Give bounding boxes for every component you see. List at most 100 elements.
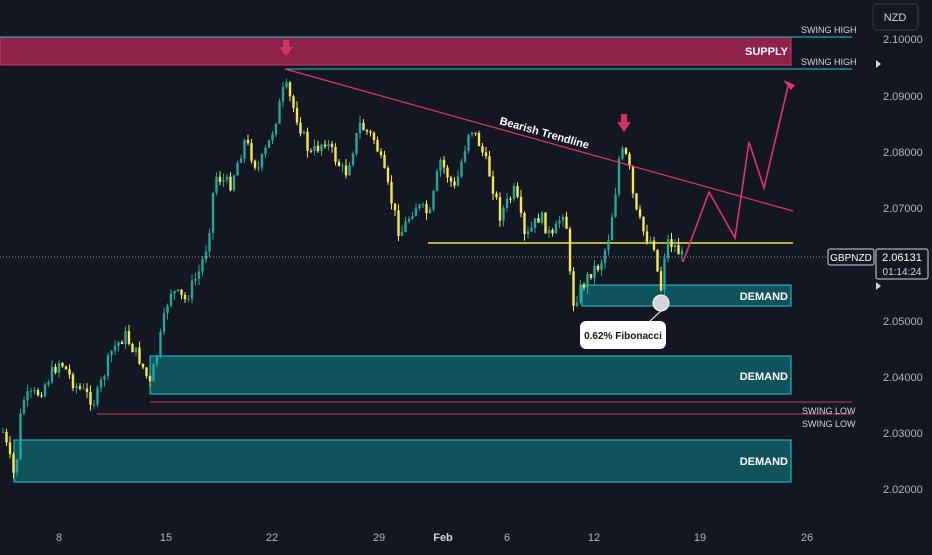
candle-body [313,145,316,151]
candle-body [190,280,194,299]
candle-body [327,143,330,147]
candle-body [432,190,435,210]
candle-body [134,347,138,353]
fibonacci-callout [580,321,666,349]
price-tick: 2.03000 [883,428,923,440]
price-tick: 2.07000 [883,203,923,215]
candle-body [204,251,208,260]
candle-body [344,165,348,176]
candle-body [607,240,610,251]
candle-body [197,271,201,279]
candle-body [362,122,365,131]
candle-body [614,194,617,217]
candle-body [278,101,281,124]
candle-body [418,204,421,209]
time-tick: 22 [266,532,278,544]
candle-body [337,161,341,167]
candle-body [85,388,89,392]
candle-body [435,171,439,191]
candle-body [589,273,593,278]
candle-body [106,355,110,377]
candle-body [243,139,246,159]
candle-body [526,231,530,234]
candle-body [638,209,642,217]
candle-body [677,244,680,255]
last-price-badge[interactable] [875,248,929,280]
candle-body [117,342,120,346]
candle-body [159,332,162,356]
candle-body [292,96,295,108]
candle-body [509,198,512,200]
price-axis[interactable]: NZD 2.10000 2.09000 2.08000 2.07000 2.05… [872,3,923,496]
candle-body [404,221,407,232]
candle-body [505,198,509,208]
candle-body [194,278,197,281]
candle-body [533,218,537,228]
candle-body [600,263,603,270]
candle-body [173,291,176,294]
swing-high-label-2: SWING HIGH [801,57,857,67]
candle-body [29,390,33,392]
candle-body [131,343,134,353]
candle-body [358,122,362,134]
demand-label-1: DEMAND [740,291,788,303]
candle-body [302,131,306,134]
time-axis[interactable]: 8 15 22 29 Feb 6 12 19 26 [56,532,813,544]
candle-body [127,330,131,344]
candle-body [568,228,572,272]
symbol-badge[interactable] [827,248,875,266]
candle-body [642,216,645,232]
candle-body [40,395,43,397]
candle-body [110,350,113,356]
candle-body [372,132,376,140]
candle-body [215,176,218,193]
candle-body [502,207,505,221]
candle-body [246,139,250,144]
candle-body [621,148,624,159]
candle-body [624,148,628,154]
candle-body [61,363,64,367]
time-tick: 19 [694,532,706,544]
candle-body [176,289,180,292]
currency-label: NZD [884,12,907,24]
time-tick: 8 [56,532,62,544]
down-arrow-icon [279,40,293,56]
candle-body [491,176,495,194]
candle-body [33,390,36,392]
candle-body [124,330,127,345]
candle-body [586,273,589,288]
candle-body [495,193,498,198]
candle-body [64,366,68,370]
price-tick: 2.02000 [883,484,923,496]
candle-body [26,391,29,400]
candle-body [341,165,344,167]
candle-body [19,413,22,460]
demand-zone-2: DEMAND [149,355,792,395]
candle-body [411,216,414,219]
candle-body [449,177,453,182]
candle-body [169,293,173,306]
time-tick: 26 [801,532,813,544]
candle-body [659,271,663,291]
down-arrow-icon [617,114,631,132]
candle-body [330,143,334,147]
candle-body [183,294,187,300]
candle-body [92,404,96,406]
last-price-value: 2.06131 [882,252,922,264]
candle-body [645,231,649,242]
supply-zone: SUPPLY [0,36,792,66]
candle-body [572,271,575,306]
candle-body [383,155,386,168]
candle-body [222,179,225,182]
candle-body [8,442,12,455]
candle-body [537,218,540,223]
candle-body [365,130,369,132]
candle-body [386,167,390,182]
candle-body [523,213,526,234]
currency-badge[interactable] [872,3,919,31]
candle-body [474,132,477,134]
candle-body [516,185,519,197]
price-tick: 2.10000 [883,34,923,46]
candle-body [379,151,383,156]
